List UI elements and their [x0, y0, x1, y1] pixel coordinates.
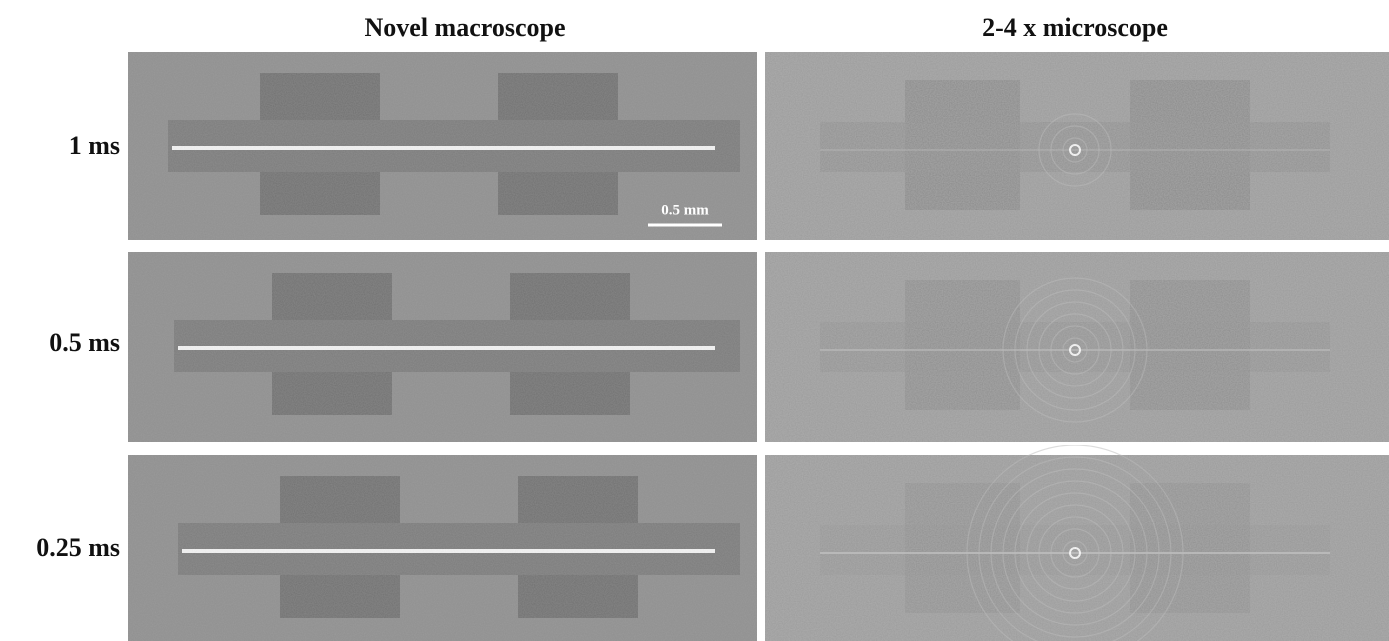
microscope-image: [765, 252, 1389, 442]
column-title: 2-4 x microscope: [982, 13, 1168, 42]
column-title: Novel macroscope: [365, 13, 566, 42]
macroscope-image: [128, 455, 757, 641]
row-label: 1 ms: [69, 131, 120, 160]
microscope-image: [765, 445, 1389, 641]
macroscope-image: [128, 252, 757, 442]
row-label: 0.25 ms: [36, 533, 120, 562]
strip: [820, 122, 1330, 172]
row-label: 0.5 ms: [49, 328, 120, 357]
strip: [820, 525, 1330, 575]
figure: Novel macroscope 2-4 x microscope 1 ms 0…: [0, 0, 1389, 641]
strip: [820, 322, 1330, 372]
microscope-image: [765, 52, 1389, 240]
panels: [128, 52, 1389, 641]
scale-bar-label: 0.5 mm: [661, 202, 709, 218]
